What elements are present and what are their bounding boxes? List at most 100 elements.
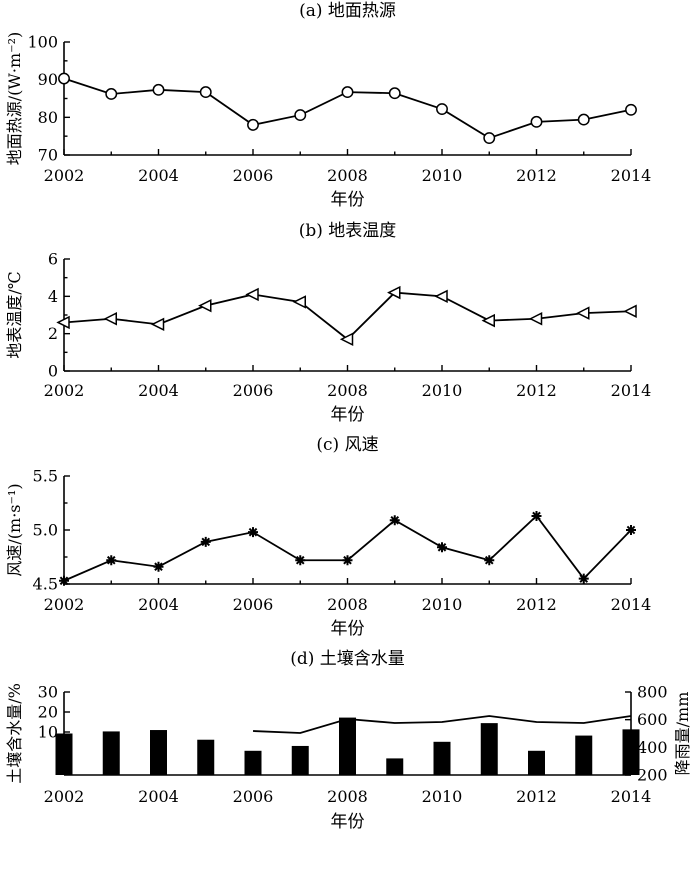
- x-tick-label: 2014: [611, 787, 652, 806]
- x-axis-label: 年份: [331, 190, 365, 210]
- x-tick-label: 2010: [422, 595, 463, 614]
- data-point: [150, 317, 165, 332]
- data-point: [198, 298, 212, 313]
- y-tick-label: 100: [27, 33, 58, 52]
- x-tick-label: 2002: [44, 166, 85, 185]
- data-point: [530, 115, 543, 128]
- x-tick-label: 2004: [138, 595, 179, 614]
- data-point: [153, 561, 164, 572]
- data-point: [342, 555, 353, 566]
- data-point: [437, 542, 447, 553]
- data-point: [152, 83, 165, 96]
- x-tick-label: 2006: [233, 381, 274, 400]
- y-tick-label: 20: [38, 703, 58, 722]
- x-tick-label: 2012: [516, 595, 557, 614]
- rainfall-bar: [386, 758, 404, 775]
- data-point: [626, 525, 636, 535]
- data-point: [528, 312, 543, 326]
- x-tick-label: 2012: [516, 166, 557, 185]
- panel-title: (b) 地表温度: [299, 221, 397, 241]
- y-tick-label: 70: [38, 146, 58, 165]
- panel-title: (a) 地面热源: [299, 1, 396, 21]
- data-point: [577, 113, 590, 126]
- data-point: [58, 72, 70, 85]
- data-point: [199, 86, 212, 99]
- x-tick-label: 2010: [422, 166, 463, 185]
- data-point: [388, 87, 401, 100]
- data-point: [248, 527, 258, 538]
- x-tick-label: 2012: [516, 787, 557, 806]
- x-tick-label: 2010: [422, 787, 463, 806]
- y2-tick-label: 200: [637, 766, 668, 785]
- data-point: [436, 103, 448, 115]
- data-point: [247, 118, 259, 131]
- data-point: [294, 109, 307, 122]
- panel-title: (c) 风速: [316, 435, 378, 455]
- data-point: [106, 555, 117, 566]
- y2-axis-label: 降雨量/mm: [673, 692, 692, 776]
- y-tick-label: 6: [48, 250, 58, 269]
- panel-c: (c) 风速 2002 2004 2006 2008 2010 2012 2014 年份 4.5 5…: [5, 435, 651, 639]
- data-point: [292, 295, 306, 309]
- data-point: [387, 285, 401, 300]
- rainfall-bar: [102, 731, 120, 775]
- data-point: [623, 304, 637, 318]
- rainfall-bar: [575, 735, 593, 775]
- y-tick-label: 0: [48, 362, 58, 381]
- data-point: [295, 555, 306, 566]
- y-tick-label: 80: [38, 108, 58, 127]
- x-tick-label: 2014: [611, 595, 652, 614]
- data-point: [625, 103, 637, 116]
- rainfall-bar: [339, 717, 356, 775]
- data-point: [105, 88, 118, 100]
- y-axis-label: 地表温度/℃: [5, 271, 24, 358]
- panel-a: (a) 地面热源 2002 2004 2006 2008 2010 2012 2014 年份 70…: [5, 1, 651, 210]
- x-axis-label: 年份: [331, 619, 365, 639]
- rainfall-bar: [55, 733, 73, 775]
- panel-b: (b) 地表温度 2002 2004 2006 2008 2010 2012 2014 年份 0 2…: [5, 221, 651, 425]
- x-tick-label: 2012: [516, 381, 557, 400]
- y-tick-label: 5.0: [33, 521, 58, 540]
- soil-moisture-line: [252, 715, 632, 734]
- data-point: [339, 332, 354, 346]
- x-tick-label: 2006: [233, 787, 274, 806]
- x-tick-label: 2008: [327, 787, 368, 806]
- rainfall-bar: [197, 739, 215, 775]
- x-tick-label: 2008: [327, 595, 368, 614]
- rainfall-bar: [528, 750, 545, 775]
- x-tick-label: 2014: [611, 381, 652, 400]
- x-tick-label: 2008: [327, 166, 368, 185]
- y-axis-label: 风速/(m·s⁻¹): [5, 483, 24, 576]
- panel-d: (d) 土壤含水量 2002 2004 2006 2008 2010 2012 2014 年份 1…: [5, 648, 692, 832]
- x-tick-label: 2010: [422, 381, 463, 400]
- data-point: [483, 132, 496, 145]
- data-point: [200, 536, 211, 547]
- data-point: [531, 510, 542, 521]
- y-tick-label: 90: [38, 70, 58, 89]
- x-tick-label: 2004: [138, 787, 179, 806]
- panel-title: (d) 土壤含水量: [290, 648, 405, 669]
- y-tick-label: 30: [38, 683, 58, 702]
- rainfall-bar: [480, 723, 498, 775]
- series-line: [63, 514, 632, 582]
- y-tick-label: 10: [38, 723, 58, 742]
- rainfall-bar: [291, 745, 309, 775]
- y-tick-label: 4: [48, 287, 58, 306]
- y-axis-label: 地面热源/(W·m⁻²): [5, 32, 24, 165]
- data-point: [59, 575, 69, 586]
- data-point: [245, 287, 259, 302]
- x-tick-label: 2008: [327, 381, 368, 400]
- x-tick-label: 2002: [44, 787, 85, 806]
- rainfall-bar: [433, 741, 451, 775]
- series-line: [63, 291, 632, 341]
- x-tick-label: 2006: [233, 595, 274, 614]
- x-tick-label: 2014: [611, 166, 652, 185]
- rainfall-bar: [622, 729, 640, 775]
- x-tick-label: 2002: [44, 381, 85, 400]
- data-point: [389, 515, 400, 526]
- data-point: [484, 555, 495, 566]
- x-tick-label: 2006: [233, 166, 274, 185]
- x-axis-label: 年份: [331, 812, 365, 832]
- data-point: [481, 313, 495, 328]
